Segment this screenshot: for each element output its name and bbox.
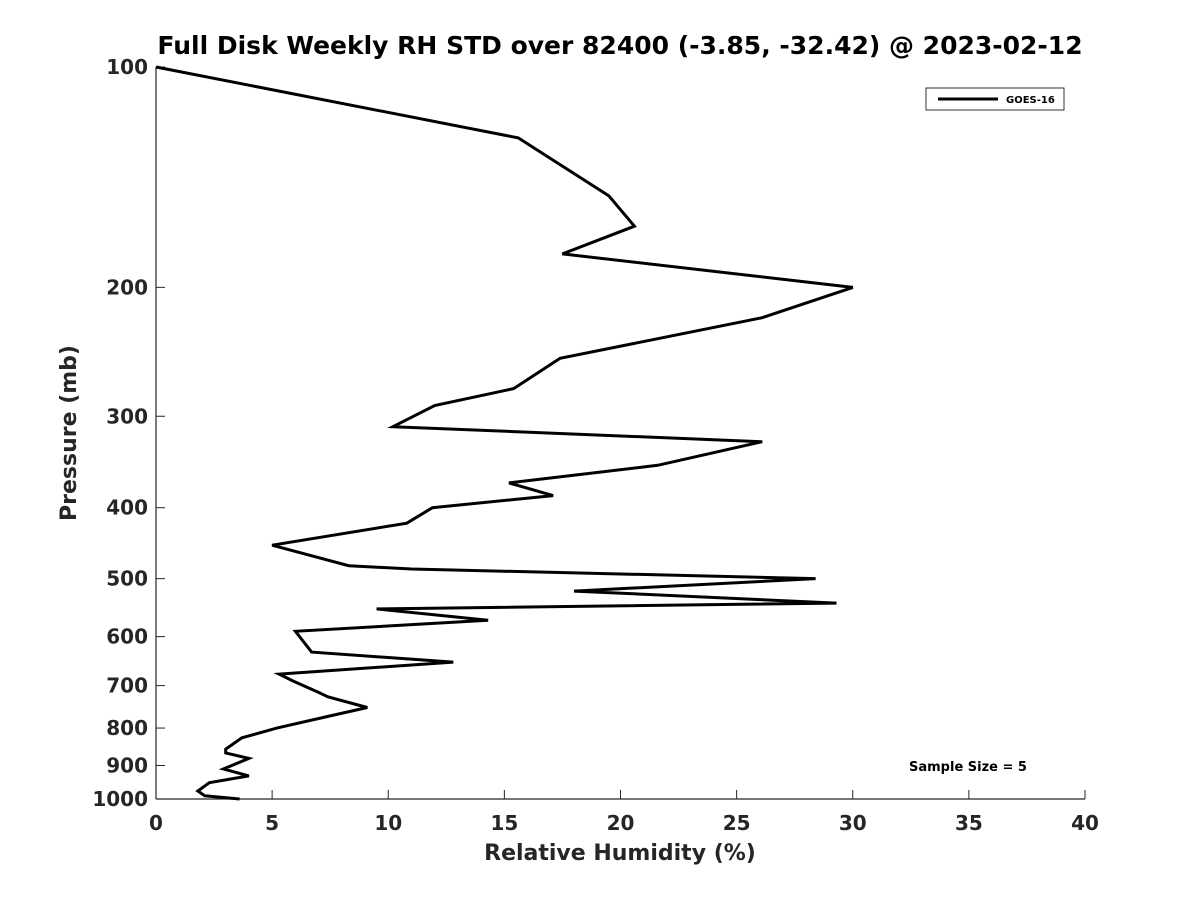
axes [155,67,1085,800]
x-axis-label: Relative Humidity (%) [484,841,756,866]
x-tick-label: 10 [374,811,402,835]
series-layer [155,65,854,801]
x-tick-label: 40 [1071,811,1099,835]
x-tick-label: 25 [723,811,751,835]
sample-size-annotation: Sample Size = 5 [909,760,1027,775]
x-tick-label: 35 [955,811,983,835]
y-tick-label: 800 [106,716,148,740]
y-tick-label: 700 [106,674,148,698]
legend: GOES-16 [925,87,1065,111]
y-tick-label: 100 [106,55,148,79]
y-tick-label: 900 [106,754,148,778]
series-line-goes-16 [155,65,854,801]
x-tick-label: 30 [839,811,867,835]
x-tick-label: 15 [490,811,518,835]
y-axis-label: Pressure (mb) [57,345,82,521]
y-tick-label: 200 [106,275,148,299]
y-tick-label: 1000 [92,787,148,811]
y-tick-label: 400 [106,496,148,520]
x-tick-label: 5 [265,811,279,835]
y-tick-label: 300 [106,404,148,428]
legend-entry-label: GOES-16 [1006,95,1055,106]
y-axis-ticks: 100 200 300 400 500 600 700 800 900 1000 [92,55,165,811]
y-tick-label: 500 [106,567,148,591]
y-tick-label: 600 [106,625,148,649]
x-tick-label: 20 [607,811,635,835]
x-axis-ticks: 0 5 10 15 20 25 30 35 40 [149,790,1099,835]
chart-title: Full Disk Weekly RH STD over 82400 (-3.8… [157,31,1082,60]
x-tick-label: 0 [149,811,163,835]
